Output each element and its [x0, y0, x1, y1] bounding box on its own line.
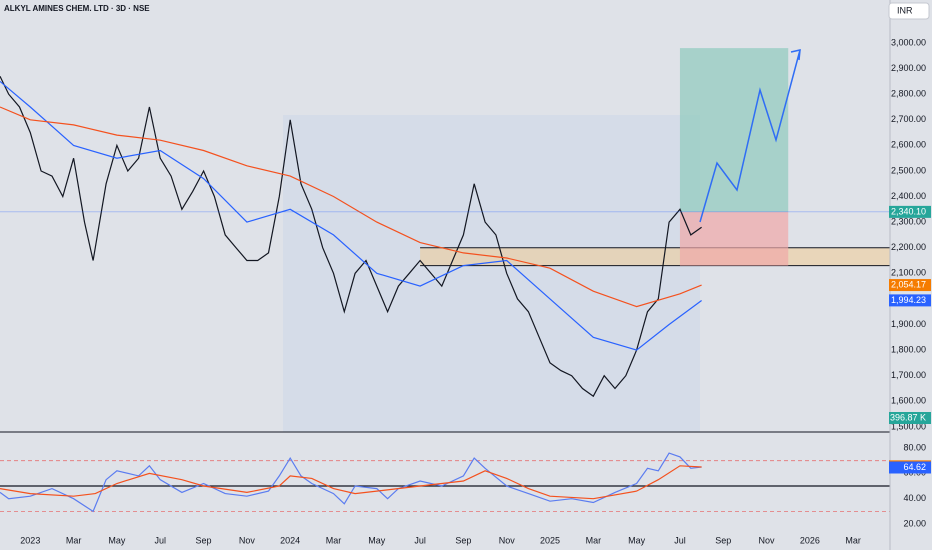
y-tick-label: 1,600.00 [891, 396, 926, 406]
symbol-title: ALKYL AMINES CHEM. LTD · 3D · NSE [4, 4, 150, 13]
x-tick-label: Nov [499, 535, 516, 545]
x-tick-label: Jul [154, 535, 166, 545]
x-tick-label: Mar [326, 535, 342, 545]
y-tick-label: 2,200.00 [891, 242, 926, 252]
currency-label[interactable]: INR [897, 5, 913, 15]
y-tick-label: 2,300.00 [891, 217, 926, 227]
y-tick-label: 2,400.00 [891, 191, 926, 201]
projection-arrow [699, 49, 801, 223]
y-tick-label: 2,700.00 [891, 114, 926, 124]
series-line [0, 465, 702, 500]
y-tick-label: 2,900.00 [891, 63, 926, 73]
y-tick-label: 1,900.00 [891, 319, 926, 329]
x-tick-label: 2024 [280, 535, 300, 545]
stop-box [679, 211, 789, 266]
volume-tag [889, 412, 931, 424]
y-tick-label: 40.00 [903, 493, 926, 503]
x-tick-label: Jul [414, 535, 426, 545]
price-tag [889, 205, 931, 218]
x-tick-label: Sep [455, 535, 471, 545]
price-tag-label: 2,054.17 [891, 279, 926, 289]
y-tick-label: 1,700.00 [891, 370, 926, 380]
x-tick-label: Nov [239, 535, 256, 545]
x-tick-label: Sep [196, 535, 212, 545]
x-tick-label: 2026 [800, 535, 820, 545]
y-tick-label: 3,000.00 [891, 37, 926, 47]
y-tick-label: 1,800.00 [891, 344, 926, 354]
price-tag [889, 294, 931, 307]
x-tick-label: Mar [845, 535, 861, 545]
series-line [0, 80, 702, 351]
x-tick-label: May [108, 535, 126, 545]
y-tick-label: 1,500.00 [891, 421, 926, 431]
y-tick-label: 80.00 [903, 442, 926, 452]
x-tick-label: May [628, 535, 646, 545]
x-tick-label: Mar [586, 535, 602, 545]
series-line [0, 106, 702, 308]
series-line [0, 452, 702, 513]
x-tick-label: Nov [759, 535, 776, 545]
y-tick-label: 2,100.00 [891, 268, 926, 278]
y-tick-label: 20.00 [903, 518, 926, 528]
y-tick-label: 2,500.00 [891, 165, 926, 175]
y-tick-label: 2,600.00 [891, 140, 926, 150]
currency-button[interactable] [888, 2, 930, 20]
y-tick-label: 2,800.00 [891, 89, 926, 99]
x-tick-label: Jul [674, 535, 686, 545]
volume-tag-label: 396.87 K [890, 412, 926, 422]
x-tick-label: Mar [66, 535, 82, 545]
price-tag [889, 279, 931, 292]
plot-layer [0, 48, 890, 513]
profile-range [283, 115, 700, 432]
target-box [679, 48, 789, 212]
arrow-head [790, 49, 801, 61]
x-tick-label: 2025 [540, 535, 560, 545]
price-tag-label: 64.62 [903, 462, 926, 472]
price-tag-label: 1,994.23 [891, 295, 926, 305]
x-tick-label: 2023 [20, 535, 40, 545]
price-tag-label: 2,340.10 [891, 206, 926, 216]
x-tick-label: May [368, 535, 386, 545]
x-tick-label: Sep [715, 535, 731, 545]
price-tag [889, 461, 931, 474]
series-line [0, 76, 702, 398]
